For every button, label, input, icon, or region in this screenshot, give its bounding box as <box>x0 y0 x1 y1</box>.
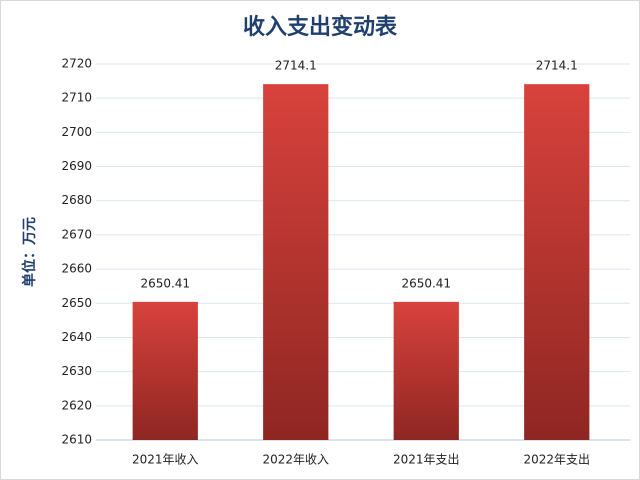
chart-title: 收入支出变动表 <box>243 14 398 40</box>
bar <box>263 84 329 441</box>
y-tick-label: 2660 <box>61 262 92 276</box>
y-tick-label: 2610 <box>61 433 92 447</box>
x-tick-label: 2022年支出 <box>523 453 590 467</box>
y-tick-label: 2630 <box>61 364 92 378</box>
y-tick-label: 2690 <box>61 159 92 173</box>
y-tick-label: 2650 <box>61 296 92 310</box>
y-tick-label: 2640 <box>61 330 92 344</box>
x-tick-label: 2021年支出 <box>393 453 460 467</box>
bar <box>393 301 459 440</box>
data-label: 2714.1 <box>536 59 578 73</box>
bar <box>132 301 198 440</box>
y-tick-label: 2720 <box>61 57 92 71</box>
bar <box>524 84 590 441</box>
y-axis-label: 单位：万元 <box>21 217 38 287</box>
y-tick-label: 2670 <box>61 227 92 241</box>
y-tick-label: 2710 <box>61 91 92 105</box>
y-tick-label: 2620 <box>61 398 92 412</box>
data-label: 2650.41 <box>140 276 190 290</box>
x-tick-label: 2022年收入 <box>262 453 329 467</box>
y-tick-label: 2700 <box>61 125 92 139</box>
data-label: 2650.41 <box>401 276 451 290</box>
data-label: 2714.1 <box>275 59 317 73</box>
x-tick-label: 2021年收入 <box>132 453 199 467</box>
y-tick-label: 2680 <box>61 193 92 207</box>
